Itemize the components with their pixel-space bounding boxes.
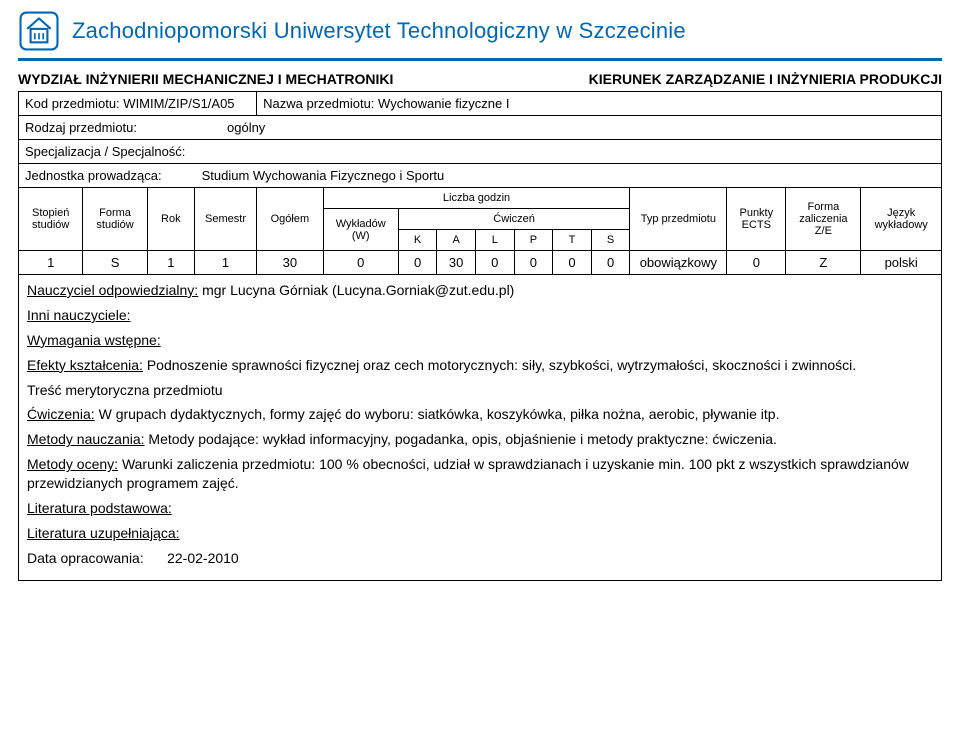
body-content: Nauczyciel odpowiedzialny: mgr Lucyna Gó… xyxy=(18,275,942,581)
spec-label: Specjalizacja / Specjalność: xyxy=(25,144,185,159)
date-label: Data opracowania: xyxy=(27,550,144,566)
other-teachers-label: Inni nauczyciele: xyxy=(27,307,131,323)
hdr-ogolem: Ogółem xyxy=(257,188,324,251)
teacher-label: Nauczyciel odpowiedzialny: xyxy=(27,282,198,298)
spec-cell: Specjalizacja / Specjalność: xyxy=(19,140,942,164)
exercises-label: Ćwiczenia: xyxy=(27,406,95,422)
val-P: 0 xyxy=(514,251,553,275)
unit-cell: Jednostka prowadząca: Studium Wychowania… xyxy=(19,164,942,188)
val-typ: obowiązkowy xyxy=(630,251,727,275)
val-jezyk: polski xyxy=(861,251,942,275)
code-label: Kod przedmiotu: xyxy=(25,96,120,111)
faculty-label: WYDZIAŁ INŻYNIERII MECHANICZNEJ I MECHAT… xyxy=(18,71,393,87)
kind-value: ogólny xyxy=(227,120,265,135)
hdr-L: L xyxy=(475,230,514,251)
name-cell: Nazwa przedmiotu: Wychowanie fizyczne I xyxy=(257,92,942,116)
content-heading: Treść merytoryczna przedmiotu xyxy=(27,381,933,400)
unit-value: Studium Wychowania Fizycznego i Sportu xyxy=(202,168,445,183)
hdr-P: P xyxy=(514,230,553,251)
hdr-K: K xyxy=(398,230,437,251)
data-row: 1 S 1 1 30 0 0 30 0 0 0 0 obowiązkowy 0 … xyxy=(19,251,942,275)
code-cell: Kod przedmiotu: WIMIM/ZIP/S1/A05 xyxy=(19,92,257,116)
unit-label: Jednostka prowadząca: xyxy=(25,168,162,183)
lit-basic-label: Literatura podstawowa: xyxy=(27,500,172,516)
prereq-label: Wymagania wstępne: xyxy=(27,332,161,348)
hdr-T: T xyxy=(553,230,592,251)
hdr-cwiczen: Ćwiczeń xyxy=(398,209,630,230)
val-zalicz: Z xyxy=(786,251,861,275)
hdr-typ: Typ przedmiotu xyxy=(630,188,727,251)
page-header: Zachodniopomorski Uniwersytet Technologi… xyxy=(18,10,942,61)
code-value: WIMIM/ZIP/S1/A05 xyxy=(123,96,234,111)
university-logo-icon xyxy=(18,10,60,52)
val-rok: 1 xyxy=(147,251,194,275)
hdr-rok: Rok xyxy=(147,188,194,251)
val-wykladow: 0 xyxy=(323,251,398,275)
val-stopien: 1 xyxy=(19,251,83,275)
val-ogolem: 30 xyxy=(257,251,324,275)
hdr-semestr: Semestr xyxy=(194,188,256,251)
val-L: 0 xyxy=(475,251,514,275)
lit-supp-label: Literatura uzupełniająca: xyxy=(27,525,180,541)
hdr-S: S xyxy=(591,230,630,251)
kind-cell: Rodzaj przedmiotu: ogólny xyxy=(19,116,942,140)
val-K: 0 xyxy=(398,251,437,275)
teacher-value: mgr Lucyna Górniak (Lucyna.Gorniak@zut.e… xyxy=(202,282,514,298)
exercises-text: W grupach dydaktycznych, formy zajęć do … xyxy=(99,406,780,422)
hdr-jezyk: Język wykładowy xyxy=(861,188,942,251)
methods-label: Metody nauczania: xyxy=(27,431,145,447)
grading-text: Warunki zaliczenia przedmiotu: 100 % obe… xyxy=(27,456,909,491)
hdr-liczba-godzin: Liczba godzin xyxy=(323,188,630,209)
kind-label: Rodzaj przedmiotu: xyxy=(25,120,137,135)
hdr-punkty: Punkty ECTS xyxy=(727,188,786,251)
hdr-A: A xyxy=(437,230,476,251)
hdr-stopien: Stopień studiów xyxy=(19,188,83,251)
subject-info-table: Kod przedmiotu: WIMIM/ZIP/S1/A05 Nazwa p… xyxy=(18,91,942,275)
effects-text: Podnoszenie sprawności fizycznej oraz ce… xyxy=(147,357,856,373)
effects-label: Efekty kształcenia: xyxy=(27,357,143,373)
val-forma: S xyxy=(83,251,147,275)
val-A: 30 xyxy=(437,251,476,275)
hdr-forma: Forma studiów xyxy=(83,188,147,251)
val-S: 0 xyxy=(591,251,630,275)
val-T: 0 xyxy=(553,251,592,275)
hdr-wykladow: Wykładów (W) xyxy=(323,209,398,251)
name-label: Nazwa przedmiotu: xyxy=(263,96,374,111)
val-semestr: 1 xyxy=(194,251,256,275)
direction-label: KIERUNEK ZARZĄDZANIE I INŻYNIERIA PRODUK… xyxy=(589,71,942,87)
name-value: Wychowanie fizyczne I xyxy=(378,96,509,111)
university-name: Zachodniopomorski Uniwersytet Technologi… xyxy=(72,18,686,44)
hdr-zalicz: Forma zaliczenia Z/E xyxy=(786,188,861,251)
val-punkty: 0 xyxy=(727,251,786,275)
methods-text: Metody podające: wykład informacyjny, po… xyxy=(148,431,777,447)
grading-label: Metody oceny: xyxy=(27,456,118,472)
faculty-direction-row: WYDZIAŁ INŻYNIERII MECHANICZNEJ I MECHAT… xyxy=(18,71,942,87)
date-value: 22-02-2010 xyxy=(167,550,239,566)
